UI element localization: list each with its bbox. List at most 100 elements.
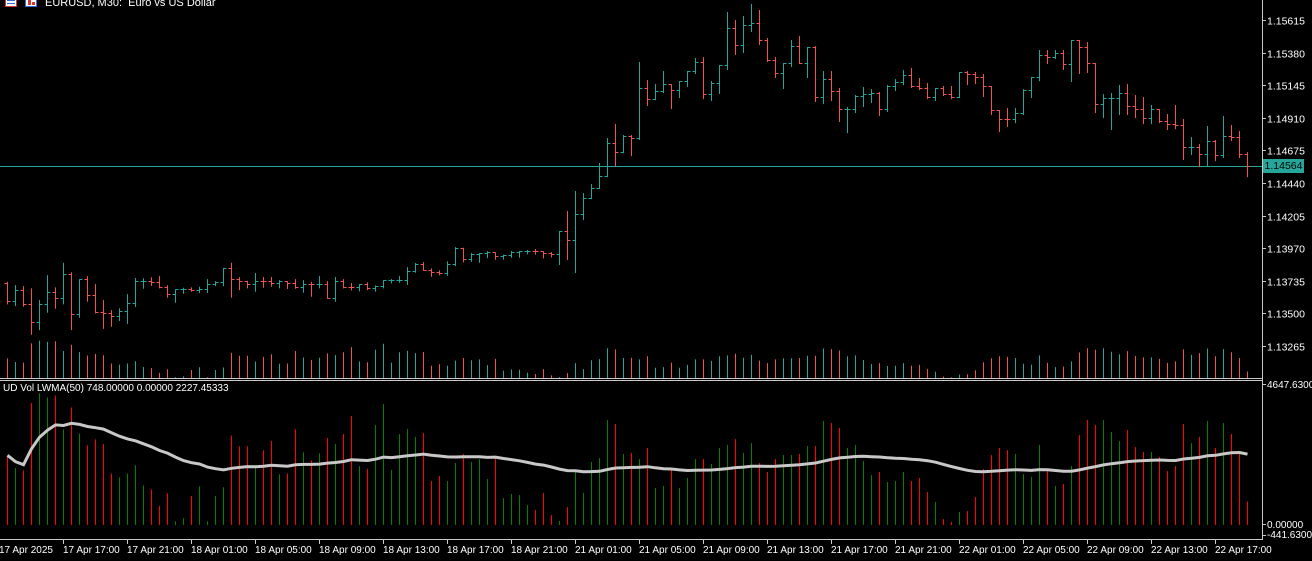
ohlc-bar: [252, 273, 259, 292]
ohlc-bar: [220, 268, 227, 287]
ohlc-bar: [844, 106, 851, 134]
ohlc-bar: [204, 279, 211, 294]
ohlc-bar: [988, 86, 995, 116]
ohlc-bar: [1020, 89, 1027, 116]
ohlc-bar: [740, 15, 747, 54]
ohlc-bar: [1092, 63, 1099, 113]
ohlc-bar: [652, 84, 659, 101]
symbol-icon[interactable]: [25, 0, 37, 7]
ohlc-bar: [116, 308, 123, 322]
ohlc-bar: [996, 110, 1003, 132]
lwma-line: [6, 421, 1248, 474]
ohlc-bar: [452, 247, 459, 267]
time-tick-label: 22 Apr 05:00: [1023, 545, 1080, 556]
ohlc-bar: [772, 57, 779, 79]
ohlc-bar: [300, 280, 307, 293]
ohlc-bar: [412, 263, 419, 273]
ohlc-bar: [1116, 85, 1123, 116]
time-tick-label: 18 Apr 13:00: [383, 545, 440, 556]
ohlc-bar: [620, 135, 627, 154]
ohlc-bar: [812, 46, 819, 103]
ohlc-bar: [356, 284, 363, 292]
ohlc-bar: [140, 278, 147, 289]
ohlc-bar: [36, 300, 43, 331]
ohlc-bar: [388, 279, 395, 284]
ohlc-bar: [668, 84, 675, 110]
time-tick-label: 17 Apr 17:00: [63, 545, 120, 556]
ohlc-bar: [260, 277, 267, 288]
ohlc-bar: [724, 11, 731, 70]
ohlc-bar: [732, 20, 739, 55]
ohlc-bar: [796, 36, 803, 65]
ohlc-bar: [908, 67, 915, 89]
ohlc-bar: [324, 281, 331, 299]
ohlc-bar: [1228, 125, 1235, 141]
ohlc-bar: [1052, 49, 1059, 60]
time-tick-label: 22 Apr 01:00: [959, 545, 1016, 556]
ohlc-bar: [1236, 130, 1243, 159]
ohlc-bar: [820, 71, 827, 105]
ohlc-bar: [1124, 84, 1131, 116]
ohlc-bar: [1012, 108, 1019, 124]
time-tick-label: 22 Apr 09:00: [1087, 545, 1144, 556]
ohlc-bar: [1244, 152, 1251, 178]
ohlc-bar: [1060, 49, 1067, 70]
ohlc-bar: [396, 276, 403, 283]
ohlc-bar: [1180, 119, 1187, 161]
ohlc-bar: [1164, 114, 1171, 131]
ohlc-bar: [1148, 105, 1155, 125]
ohlc-bar: [188, 287, 195, 292]
ohlc-bar: [964, 71, 971, 86]
ohlc-bar: [540, 251, 547, 259]
ohlc-bar: [948, 86, 955, 100]
ohlc-bar: [1204, 125, 1211, 167]
ohlc-bar: [276, 280, 283, 289]
ohlc-bar: [308, 281, 315, 297]
ohlc-bar: [60, 262, 67, 305]
ohlc-bar: [428, 268, 435, 277]
price-tick-label: 1.13735: [1267, 277, 1305, 289]
price-tick-label: 1.15615: [1267, 16, 1305, 28]
chart-window-icon[interactable]: [5, 0, 17, 7]
indicator-tick-label: 0.00000: [1267, 520, 1304, 531]
time-tick-label: 22 Apr 17:00: [1215, 545, 1272, 556]
ohlc-bar: [852, 95, 859, 113]
ohlc-bar: [100, 300, 107, 329]
ohlc-bar: [92, 284, 99, 314]
ohlc-bar: [940, 86, 947, 97]
ohlc-bar: [84, 276, 91, 302]
ohlc-bar: [1004, 108, 1011, 127]
ohlc-bar: [508, 251, 515, 258]
ohlc-bar: [1196, 144, 1203, 168]
time-tick-label: 21 Apr 13:00: [767, 545, 824, 556]
time-tick-label: 22 Apr 13:00: [1151, 545, 1208, 556]
ohlc-bar: [572, 191, 579, 274]
ohlc-bar: [828, 71, 835, 102]
ohlc-bar: [404, 267, 411, 285]
price-tick-label: 1.13970: [1267, 244, 1305, 256]
time-tick-label: 21 Apr 17:00: [831, 545, 888, 556]
ohlc-bar: [1140, 96, 1147, 125]
time-tick-label: 18 Apr 17:00: [447, 545, 504, 556]
ohlc-bar: [860, 87, 867, 108]
ohlc-bar: [1156, 109, 1163, 124]
ohlc-bar: [228, 262, 235, 298]
ohlc-bar: [788, 39, 795, 68]
ohlc-bar: [628, 135, 635, 157]
ohlc-bar: [1068, 39, 1075, 83]
ohlc-bar: [20, 286, 27, 307]
ohlc-bar: [1044, 49, 1051, 65]
time-tick-label: 17 Apr 2025: [0, 545, 53, 556]
current-price-label: 1.14564: [1263, 159, 1304, 173]
ohlc-bar: [556, 230, 563, 266]
price-tick-label: 1.13265: [1267, 342, 1305, 354]
ohlc-bar: [956, 72, 963, 98]
axes: 1.15615 1.15380 1.15145 1.14910 1.14675 1.144…: [0, 16, 1312, 557]
ohlc-bar: [692, 58, 699, 74]
ohlc-bar: [196, 286, 203, 294]
ohlc-bar: [804, 47, 811, 79]
ohlc-bar: [132, 278, 139, 308]
